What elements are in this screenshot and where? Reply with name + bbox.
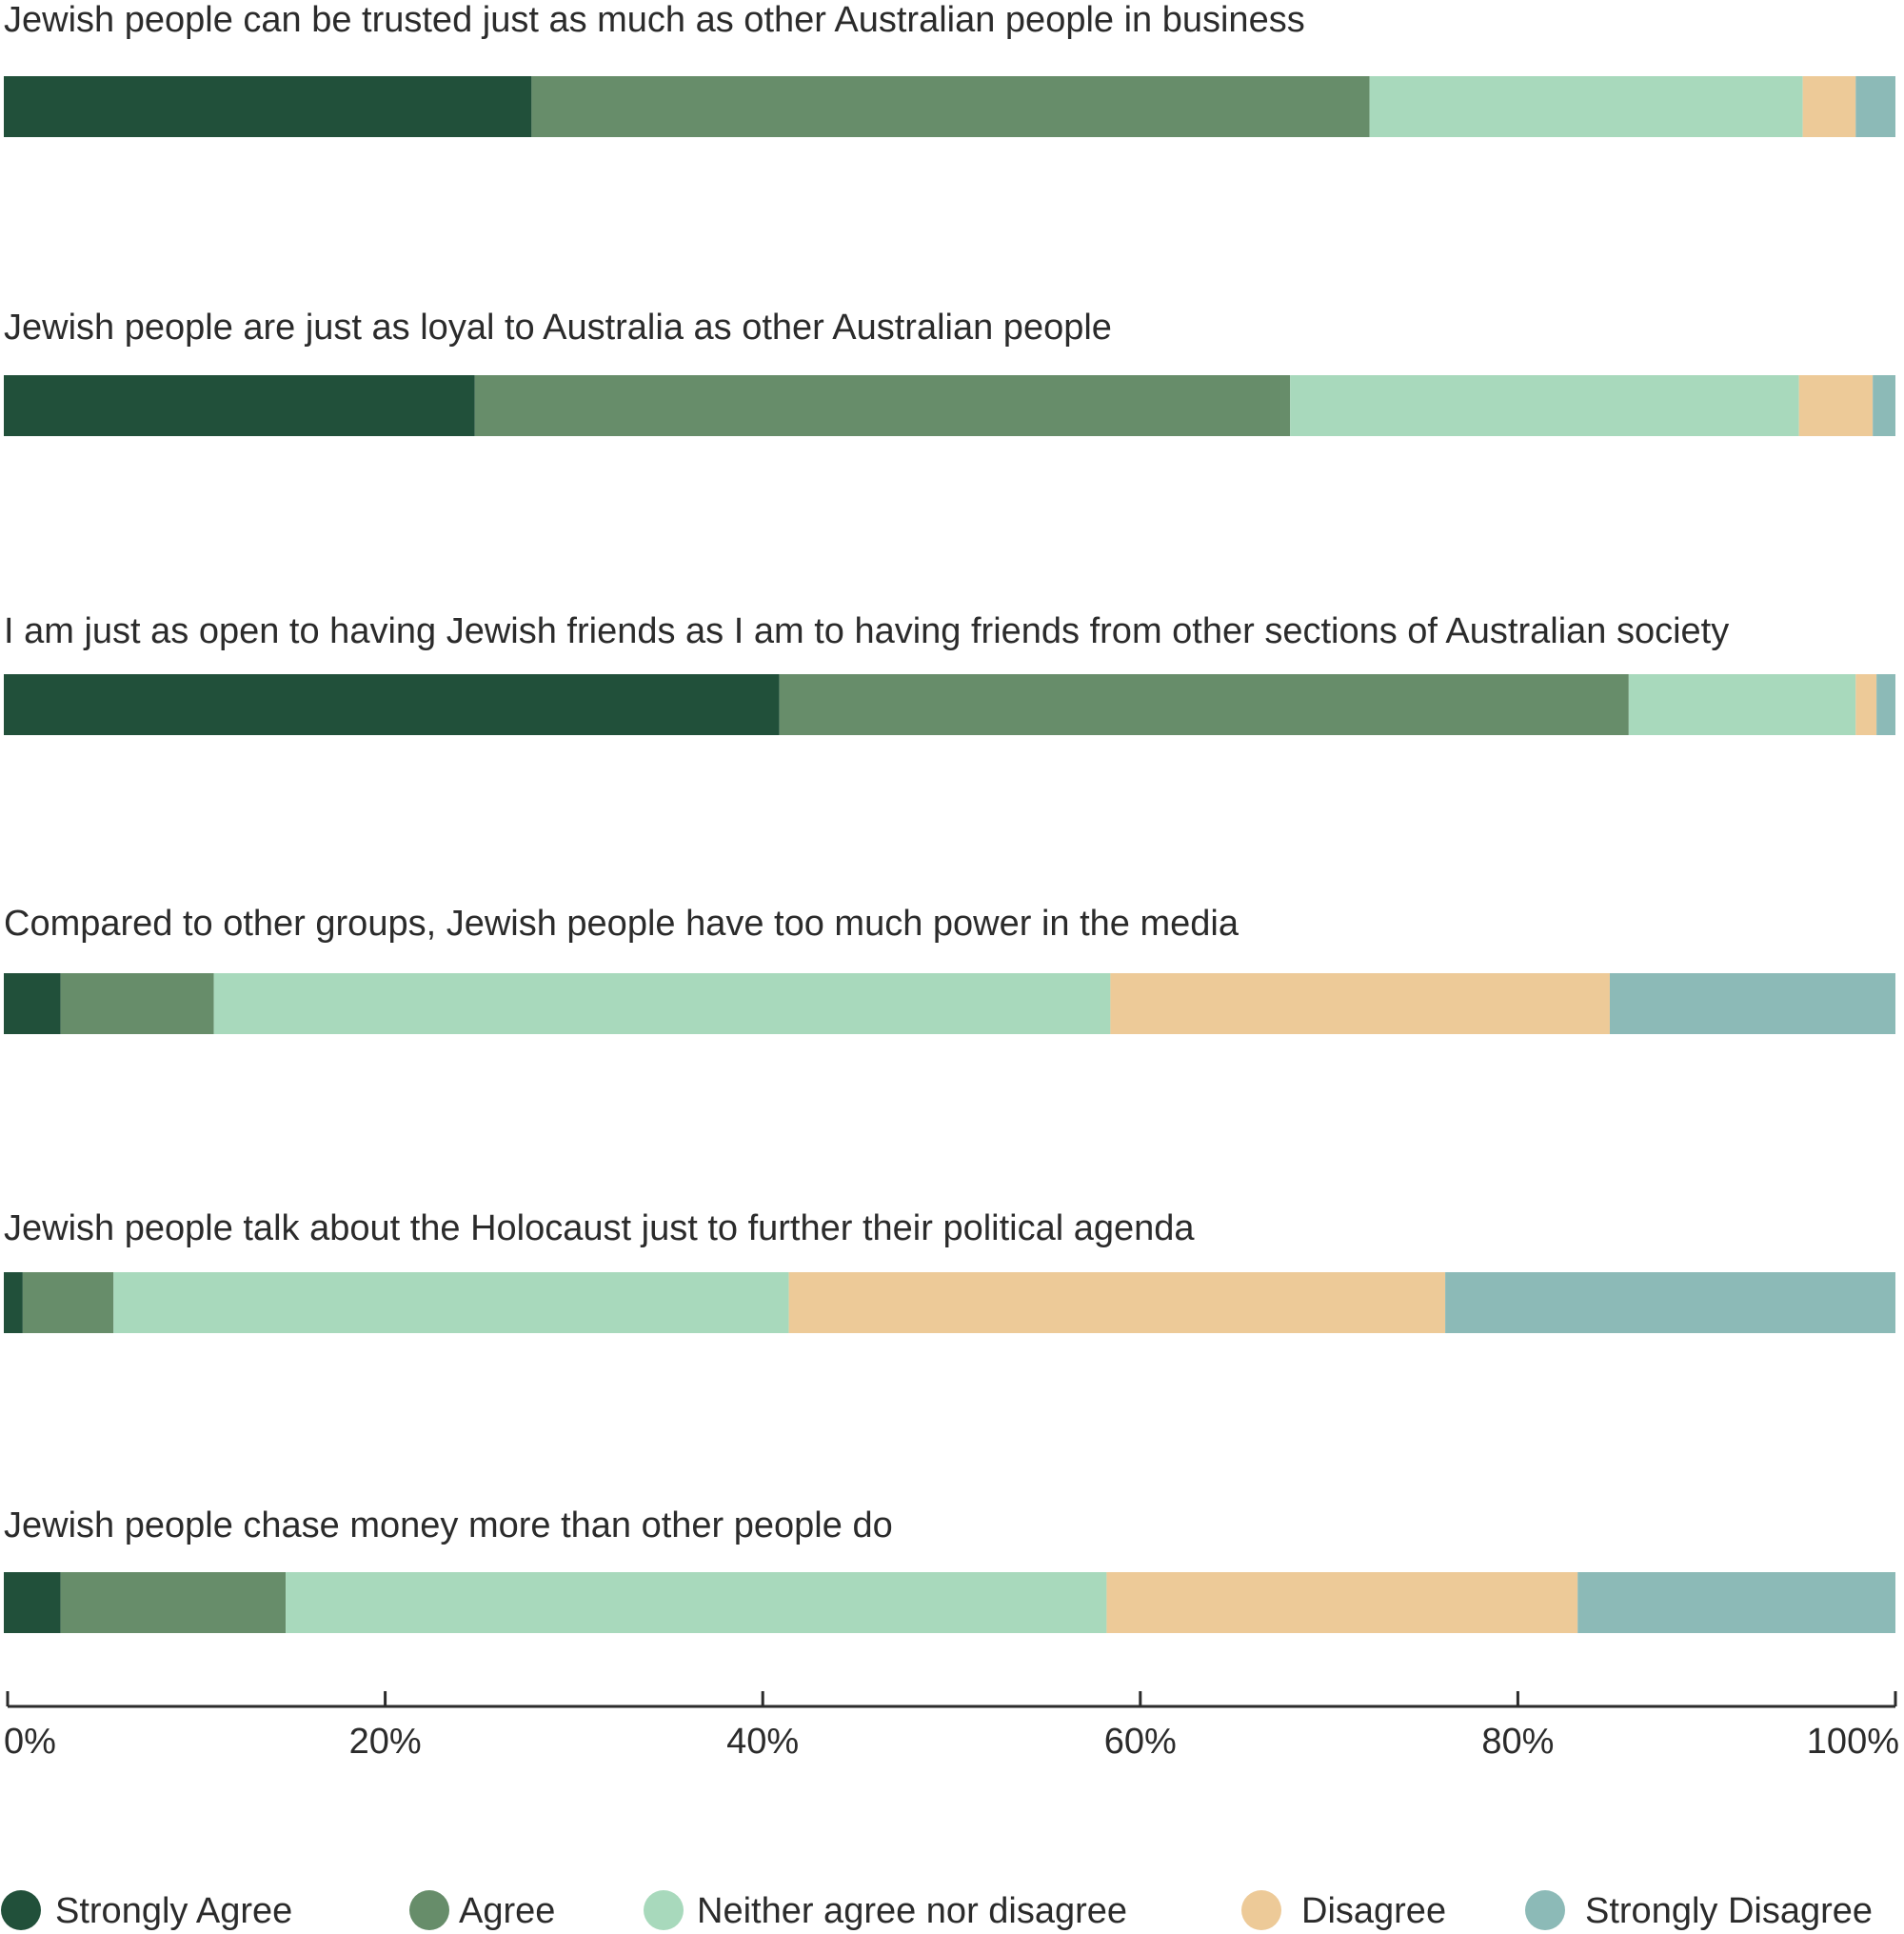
bar-segment-agree <box>60 973 214 1034</box>
bar-segment-neither-agree-nor-disagree <box>286 1572 1107 1633</box>
bar-segment-strongly-disagree <box>1855 76 1895 137</box>
x-tick-label: 100% <box>1807 1722 1899 1762</box>
chart-row: Jewish people can be trusted just as muc… <box>4 0 1895 137</box>
bar-segment-strongly-disagree <box>1445 1272 1895 1333</box>
bar-segment-strongly-agree <box>4 375 475 436</box>
bar-segment-disagree <box>1110 973 1610 1034</box>
bar-segment-agree <box>22 1272 114 1333</box>
legend-swatch <box>1 1890 41 1930</box>
bar-segment-disagree <box>788 1272 1446 1333</box>
bar-segment-strongly-agree <box>4 1272 23 1333</box>
bar-segment-disagree <box>1855 674 1877 735</box>
legend-item: Strongly Disagree <box>1525 1890 1873 1931</box>
bar-segment-neither-agree-nor-disagree <box>1290 375 1799 436</box>
bar-segment-agree <box>779 674 1629 735</box>
legend: Strongly Agree Agree Neither agree nor dis… <box>1 1890 1873 1931</box>
legend-label: Disagree <box>1301 1891 1446 1931</box>
bar-segment-strongly-agree <box>4 674 780 735</box>
question-label: Jewish people are just as loyal to Austr… <box>4 308 1112 348</box>
x-tick-label: 40% <box>726 1722 799 1762</box>
legend-label: Strongly Disagree <box>1585 1891 1873 1931</box>
x-tick-label: 0% <box>4 1722 56 1762</box>
bar-segment-neither-agree-nor-disagree <box>213 973 1111 1034</box>
chart-rows: Jewish people can be trusted just as muc… <box>4 0 1895 1633</box>
bar-segment-strongly-disagree <box>1609 973 1895 1034</box>
bar-segment-disagree <box>1802 76 1856 137</box>
question-label: I am just as open to having Jewish frien… <box>4 611 1729 651</box>
x-tick-label: 20% <box>349 1722 422 1762</box>
chart-row: Compared to other groups, Jewish people … <box>4 904 1895 1034</box>
legend-item: Strongly Agree <box>1 1890 292 1931</box>
bar-segment-neither-agree-nor-disagree <box>1628 674 1856 735</box>
legend-item: Neither agree nor disagree <box>644 1890 1127 1931</box>
question-label: Jewish people talk about the Holocaust j… <box>4 1208 1195 1248</box>
question-label: Jewish people chase money more than othe… <box>4 1505 893 1545</box>
legend-swatch <box>644 1890 684 1930</box>
bar-segment-neither-agree-nor-disagree <box>113 1272 789 1333</box>
bar-segment-agree <box>531 76 1370 137</box>
legend-swatch <box>1241 1890 1281 1930</box>
x-tick-label: 80% <box>1481 1722 1554 1762</box>
x-axis: 0% 20% 40% 60% 80% 100% <box>4 1691 1899 1762</box>
bar-segment-strongly-disagree <box>1873 375 1895 436</box>
bar-segment-strongly-agree <box>4 973 61 1034</box>
legend-label: Strongly Agree <box>55 1891 292 1931</box>
x-tick-label: 60% <box>1104 1722 1177 1762</box>
legend-item: Disagree <box>1241 1890 1446 1931</box>
bar-segment-strongly-agree <box>4 1572 61 1633</box>
question-label: Jewish people can be trusted just as muc… <box>4 0 1305 40</box>
bar-segment-strongly-agree <box>4 76 532 137</box>
bar-segment-disagree <box>1798 375 1874 436</box>
legend-item: Agree <box>409 1890 555 1931</box>
chart-row: Jewish people are just as loyal to Austr… <box>4 308 1895 436</box>
chart-row: Jewish people chase money more than othe… <box>4 1505 1895 1633</box>
legend-label: Neither agree nor disagree <box>697 1891 1127 1931</box>
question-label: Compared to other groups, Jewish people … <box>4 904 1240 944</box>
chart-row: I am just as open to having Jewish frien… <box>4 611 1895 735</box>
chart-row: Jewish people talk about the Holocaust j… <box>4 1208 1895 1333</box>
legend-swatch <box>1525 1890 1565 1930</box>
legend-label: Agree <box>459 1891 555 1931</box>
legend-swatch <box>409 1890 449 1930</box>
bar-segment-agree <box>474 375 1291 436</box>
bar-segment-strongly-disagree <box>1876 674 1895 735</box>
bar-segment-disagree <box>1106 1572 1578 1633</box>
bar-segment-neither-agree-nor-disagree <box>1369 76 1803 137</box>
bar-segment-agree <box>60 1572 287 1633</box>
bar-segment-strongly-disagree <box>1577 1572 1895 1633</box>
